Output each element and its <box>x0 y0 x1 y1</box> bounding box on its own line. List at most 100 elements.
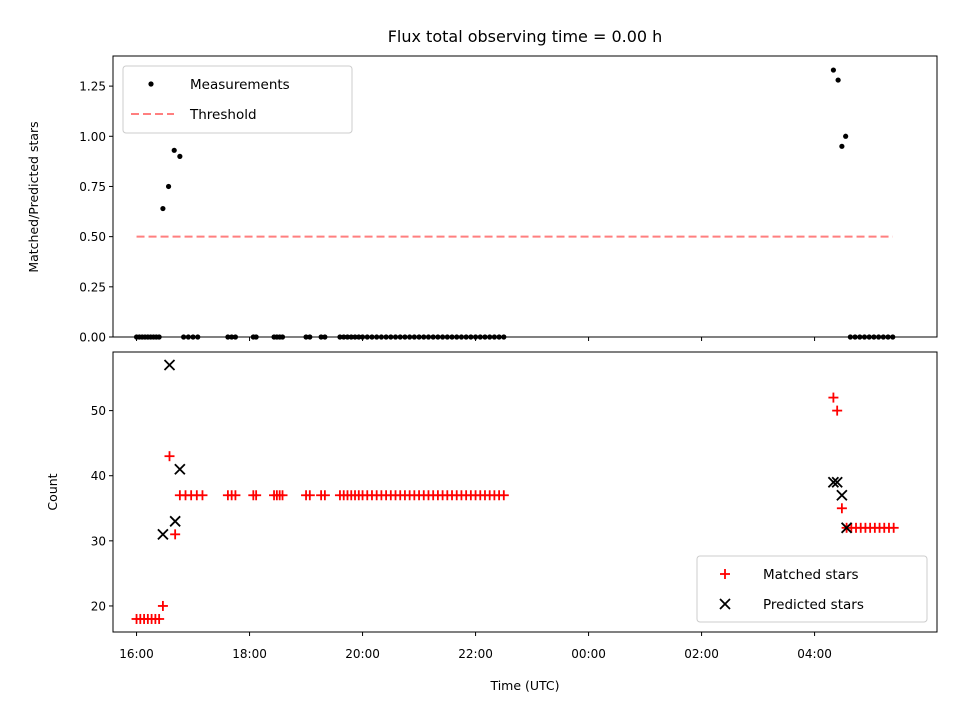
measurement-point <box>435 334 441 340</box>
measurement-point <box>835 77 841 83</box>
predicted-star-point <box>831 476 843 488</box>
measurement-point <box>458 334 465 340</box>
predicted-star-point-b <box>163 359 176 371</box>
measurement-point <box>392 334 399 340</box>
predicted-star-point-b <box>157 528 169 540</box>
measurement-point <box>344 334 351 340</box>
top-y-tick-label: 1.25 <box>79 80 106 94</box>
bottom-y-tick-label: 20 <box>91 599 106 613</box>
x-tick-label: 18:00 <box>232 647 267 661</box>
measurement-point <box>871 334 877 340</box>
top-y-axis-label: Matched/Predicted stars <box>26 121 41 272</box>
measurement-point <box>165 183 172 190</box>
measurement-point <box>359 334 366 340</box>
measurement-point <box>830 67 837 73</box>
matched-star-point <box>277 490 288 501</box>
measurement-point <box>847 334 853 340</box>
bottom-y-tick-label: 30 <box>91 534 106 548</box>
measurement-point <box>253 334 259 340</box>
measurement-point <box>364 334 370 340</box>
measurement-point <box>356 334 362 340</box>
measurement-point <box>185 334 191 340</box>
legend-measurements-marker <box>148 81 154 87</box>
predicted-star-point-b <box>827 476 840 488</box>
measurement-point <box>491 334 497 340</box>
legend-predicted-label: Predicted stars <box>763 597 864 613</box>
measurement-point <box>337 334 343 340</box>
top-y-tick-label: 1.00 <box>79 130 106 144</box>
measurement-point <box>369 334 375 340</box>
measurement-point <box>397 334 403 340</box>
measurement-point <box>890 334 896 340</box>
legend-predicted-marker <box>719 598 731 610</box>
measurement-point <box>421 334 427 340</box>
legend-threshold-label: Threshold <box>189 107 257 123</box>
matched-star-point <box>154 613 165 624</box>
top-y-tick-label: 0.00 <box>79 331 106 345</box>
top-legend <box>122 65 353 134</box>
predicted-star-point-b <box>831 476 843 488</box>
measurement-point <box>407 334 413 340</box>
matched-star-point <box>832 405 843 416</box>
measurement-point <box>430 334 436 340</box>
chart-title: Flux total observing time = 0.00 h <box>388 27 663 46</box>
measurement-point <box>225 334 231 340</box>
matched-star-point <box>197 490 208 501</box>
measurement-point <box>857 334 863 340</box>
predicted-star-point <box>163 359 176 371</box>
measurement-point <box>861 334 868 340</box>
legend-matched-marker <box>720 569 730 579</box>
measurement-point <box>839 143 845 149</box>
bottom-legend <box>696 555 928 623</box>
matched-star-point <box>230 490 241 501</box>
matched-star-point <box>498 490 509 501</box>
measurement-point <box>402 334 408 340</box>
measurement-point <box>444 334 450 340</box>
measurement-point <box>472 334 479 340</box>
measurement-point <box>190 334 196 340</box>
x-tick-label: 22:00 <box>458 647 493 661</box>
predicted-star-point <box>169 515 181 527</box>
measurement-point <box>852 334 858 340</box>
matched-star-point <box>157 600 168 611</box>
bottom-y-tick-label: 50 <box>91 404 106 418</box>
matched-star-point <box>319 490 330 501</box>
predicted-star-point-b <box>169 515 181 527</box>
predicted-star-point-b <box>840 522 853 534</box>
bottom-y-tick-label: 40 <box>91 469 106 483</box>
bottom-y-axis-label: Count <box>45 473 60 510</box>
matched-star-point <box>828 392 839 403</box>
measurement-point <box>160 205 166 212</box>
measurement-point <box>876 334 882 340</box>
predicted-star-point-b <box>836 489 848 501</box>
bottom-plot-frame <box>112 351 938 633</box>
x-tick-label: 20:00 <box>345 647 380 661</box>
measurement-point <box>229 334 235 340</box>
measurement-point <box>496 334 502 340</box>
measurement-point <box>279 334 286 340</box>
bottom-panel: 20 30 40 50 16:00 18:00 20:00 22:00 00:00 02:00 04… <box>91 351 938 661</box>
measurement-point <box>318 334 324 340</box>
matched-star-point <box>888 522 899 533</box>
measurement-point <box>449 334 455 340</box>
top-y-tick-label: 0.50 <box>79 230 106 244</box>
measurement-point <box>181 334 187 340</box>
measurement-point <box>156 334 162 340</box>
predicted-star-point-b <box>174 463 186 475</box>
measurement-point <box>303 334 309 340</box>
measurement-point <box>411 334 417 340</box>
predicted-star-point <box>174 463 186 475</box>
predicted-star-point <box>840 522 853 534</box>
legend-matched-label: Matched stars <box>763 567 859 583</box>
measurement-point <box>440 334 446 340</box>
measurement-point <box>885 334 891 340</box>
measurement-point <box>501 334 507 340</box>
measurement-point <box>348 334 354 340</box>
measurement-point <box>425 334 432 340</box>
measurement-point <box>322 334 328 340</box>
measurement-point <box>177 153 183 159</box>
x-tick-label: 04:00 <box>797 647 832 661</box>
predicted-star-point <box>827 476 840 488</box>
measurement-point <box>477 334 483 340</box>
measurement-point <box>232 334 239 340</box>
